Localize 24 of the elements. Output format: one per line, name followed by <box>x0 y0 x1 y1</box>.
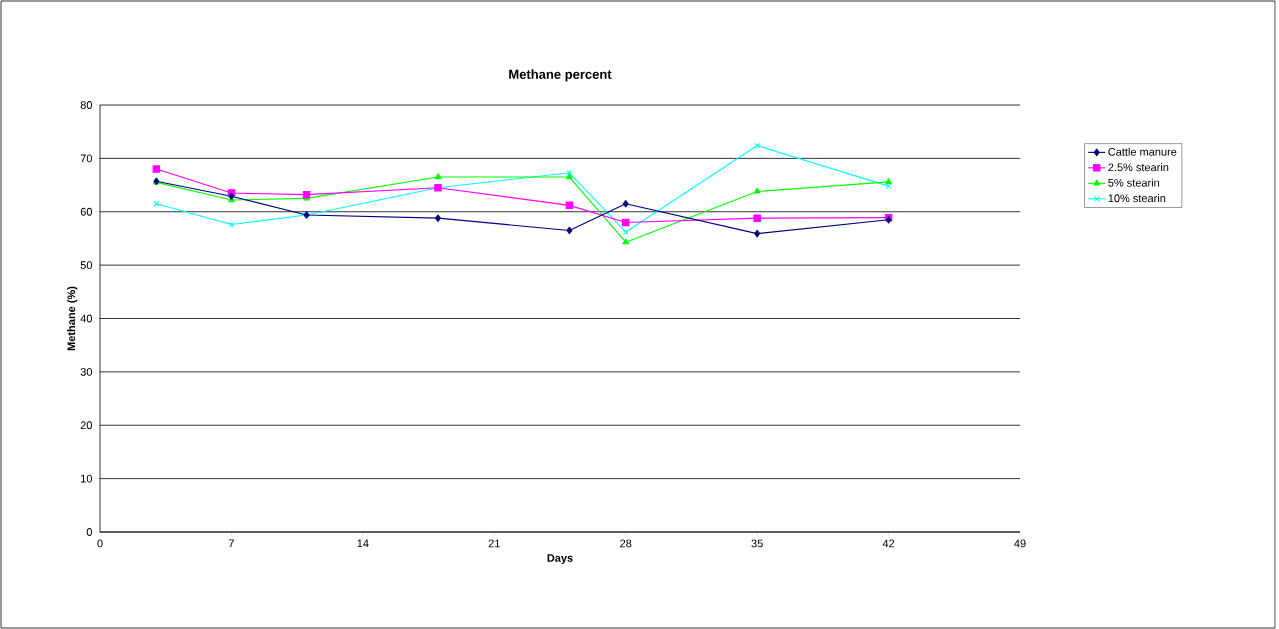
x-tick-label: 14 <box>357 539 369 548</box>
legend-label: Cattle manure <box>1108 147 1177 156</box>
legend-label: 2.5% stearin <box>1108 163 1169 172</box>
y-tick-label: 10 <box>81 474 93 483</box>
y-tick-label: 50 <box>80 261 93 270</box>
x-axis-title: Days <box>547 554 573 565</box>
x-tick-label: 28 <box>620 539 632 548</box>
chart-title: Methane percent <box>509 69 612 82</box>
y-tick-label: 80 <box>80 101 93 109</box>
legend-label: 10% stearin <box>1108 194 1166 203</box>
y-tick-label: 60 <box>80 207 93 216</box>
y-tick-label: 0 <box>86 528 93 536</box>
x-tick-label: 21 <box>488 539 500 548</box>
y-tick-label: 20 <box>80 421 93 430</box>
x-tick-label: 35 <box>751 539 763 548</box>
legend-label: 5% stearin <box>1108 178 1160 187</box>
y-axis-title: Methane (%) <box>67 286 78 351</box>
x-tick-label: 0 <box>97 539 103 548</box>
x-tick-label: 49 <box>1014 539 1026 548</box>
y-tick-label: 30 <box>80 367 93 376</box>
y-tick-label: 40 <box>80 314 93 323</box>
y-tick-label: 70 <box>80 154 93 163</box>
x-tick-label: 42 <box>882 539 895 548</box>
x-tick-label: 7 <box>228 539 234 548</box>
